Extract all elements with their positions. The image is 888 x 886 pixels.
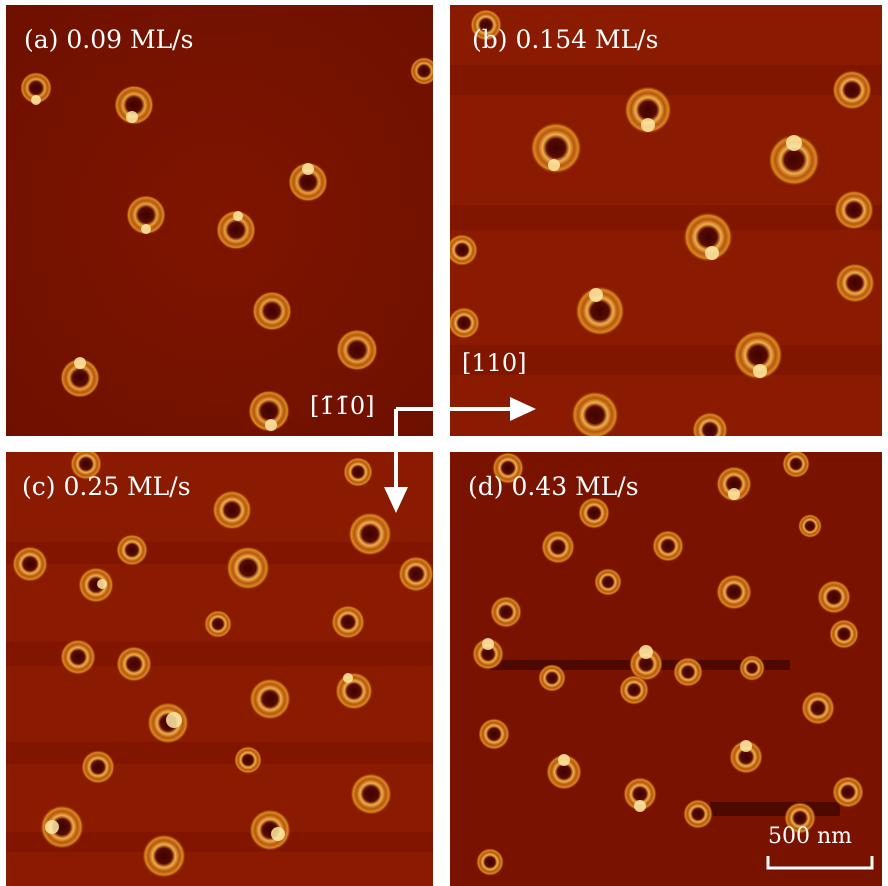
arrow-vertical-head <box>384 487 408 513</box>
arrow-horizontal-head <box>510 397 536 421</box>
direction-arrows <box>384 397 536 513</box>
panel-d-label: (d) 0.43 ML/s <box>468 472 639 501</box>
panel-c-image <box>6 452 433 886</box>
panel-a-image <box>6 5 433 436</box>
direction-label-vertical: [1̄1̄0] <box>310 392 375 420</box>
scale-bar-label: 500 nm <box>768 824 853 849</box>
panel-d: (d) 0.43 ML/s 500 nm <box>450 452 882 886</box>
panel-b-image <box>450 5 882 436</box>
panel-d-image <box>450 452 882 886</box>
direction-label-horizontal: [110] <box>462 349 527 377</box>
panel-b: (b) 0.154 ML/s [110] <box>450 5 882 436</box>
panel-c-label: (c) 0.25 ML/s <box>22 472 191 501</box>
panel-a-label: (a) 0.09 ML/s <box>24 25 194 54</box>
panel-a: (a) 0.09 ML/s <box>6 5 433 436</box>
panel-c: (c) 0.25 ML/s <box>6 452 433 886</box>
panel-b-label: (b) 0.154 ML/s <box>472 25 659 54</box>
scale-bar <box>766 856 874 870</box>
